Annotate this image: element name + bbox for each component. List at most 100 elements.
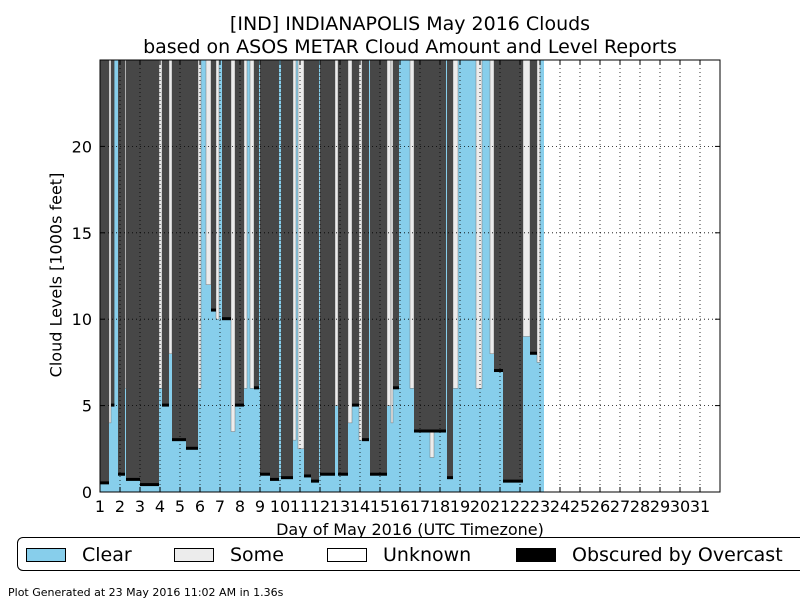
x-tick-label-15: 15 — [370, 497, 390, 516]
overcast-segment-12 — [254, 60, 259, 389]
overcast-segment-27 — [494, 60, 503, 372]
overcast-segment-5 — [140, 60, 159, 486]
x-tick-label-21: 21 — [490, 497, 510, 516]
y-tick-label-10: 10 — [72, 310, 92, 329]
x-tick-label-25: 25 — [570, 497, 590, 516]
obscured-edge-29 — [530, 351, 537, 355]
some-segment-15 — [358, 59, 363, 441]
chart-title: [IND] INDIANAPOLIS May 2016 Clouds — [229, 13, 591, 35]
obscured-edge-1 — [100, 481, 109, 485]
overcast-segment-6 — [162, 60, 169, 406]
x-tick-label-17: 17 — [410, 497, 430, 516]
overcast-segment-13 — [260, 60, 270, 475]
obscured-edge-26 — [447, 476, 453, 480]
x-tick-label-8: 8 — [235, 497, 245, 516]
obscured-edge-16 — [304, 474, 311, 478]
some-segment-1 — [108, 59, 112, 424]
obscured-edge-18 — [320, 472, 335, 476]
x-tick-label-5: 5 — [175, 497, 185, 516]
some-segment-23 — [522, 59, 531, 337]
obscured-edge-2 — [111, 403, 115, 407]
legend-swatch-some — [174, 548, 214, 562]
x-tick-label-12: 12 — [310, 497, 330, 516]
overcast-segment-16 — [304, 60, 311, 477]
overcast-segment-11 — [235, 60, 244, 406]
some-segment-10 — [249, 59, 255, 389]
obscured-edge-17 — [311, 479, 319, 483]
x-tick-label-27: 27 — [610, 497, 630, 516]
some-segment-22 — [489, 59, 495, 355]
overcast-segment-28 — [503, 60, 523, 482]
some-segment-2 — [124, 59, 127, 389]
x-tick-label-10: 10 — [270, 497, 290, 516]
overcast-segment-23 — [393, 60, 399, 389]
obscured-edge-19 — [338, 472, 348, 476]
legend-swatch-clear — [26, 548, 66, 562]
some-segment-24 — [536, 59, 541, 363]
overcast-segment-9 — [211, 60, 216, 311]
some-segment-17 — [390, 59, 394, 424]
obscured-edge-14 — [270, 477, 279, 481]
some-segment-9 — [243, 59, 248, 389]
x-tick-label-29: 29 — [650, 497, 670, 516]
some-segment-8 — [230, 59, 236, 432]
x-tick-label-24: 24 — [550, 497, 570, 516]
obscured-edge-20 — [352, 403, 359, 407]
chart-legend: Clear Some Unknown Obscured by Overcast — [17, 537, 800, 571]
x-tick-label-1: 1 — [95, 497, 105, 516]
obscured-edge-9 — [211, 308, 216, 312]
x-tick-label-16: 16 — [390, 497, 410, 516]
overcast-segment-19 — [338, 60, 348, 475]
x-tick-label-6: 6 — [195, 497, 205, 516]
x-tick-label-26: 26 — [590, 497, 610, 516]
legend-item-clear: Clear — [26, 544, 132, 566]
legend-item-some: Some — [174, 544, 284, 566]
x-tick-label-30: 30 — [670, 497, 690, 516]
plot-generated-note: Plot Generated at 23 May 2016 11:02 AM i… — [8, 586, 284, 599]
obscured-edge-4 — [126, 477, 140, 481]
legend-swatch-obscured — [516, 548, 556, 562]
x-tick-label-22: 22 — [510, 497, 530, 516]
obscured-edge-21 — [362, 438, 369, 442]
overcast-segment-22 — [370, 60, 387, 475]
overcast-segment-17 — [311, 60, 319, 482]
x-axis-label: Day of May 2016 (UTC Timezone) — [276, 520, 544, 539]
some-segment-11 — [292, 59, 297, 441]
overcast-segment-8 — [186, 60, 198, 449]
x-tick-label-7: 7 — [215, 497, 225, 516]
some-segment-20 — [452, 59, 459, 389]
y-tick-label-0: 0 — [82, 483, 92, 502]
overcast-segment-24 — [414, 60, 426, 432]
overcast-segment-14 — [270, 60, 279, 480]
legend-label-some: Some — [230, 544, 284, 566]
x-tick-label-19: 19 — [450, 497, 470, 516]
y-tick-label-20: 20 — [72, 137, 92, 156]
x-tick-label-20: 20 — [470, 497, 490, 516]
some-segment-14 — [347, 59, 353, 424]
x-tick-label-28: 28 — [630, 497, 650, 516]
some-segment-6 — [205, 59, 212, 285]
overcast-segment-25 — [426, 60, 446, 432]
some-segment-4 — [168, 59, 173, 355]
obscured-edge-3 — [118, 472, 125, 476]
overcast-segment-21 — [362, 60, 369, 441]
obscured-edge-24 — [414, 429, 426, 433]
some-segment-7 — [215, 59, 220, 320]
obscured-edge-11 — [235, 403, 244, 407]
legend-label-unknown: Unknown — [383, 544, 472, 566]
x-tick-label-23: 23 — [530, 497, 550, 516]
x-tick-label-2: 2 — [115, 497, 125, 516]
x-tick-label-9: 9 — [255, 497, 265, 516]
x-tick-label-31: 31 — [690, 497, 710, 516]
legend-label-clear: Clear — [82, 544, 132, 566]
x-tick-label-4: 4 — [155, 497, 165, 516]
some-segment-18 — [409, 59, 415, 389]
overcast-segment-3 — [118, 60, 125, 475]
obscured-edge-13 — [260, 472, 270, 476]
legend-swatch-unknown — [327, 548, 367, 562]
overcast-segment-15 — [281, 60, 293, 479]
obscured-edge-5 — [140, 483, 159, 487]
legend-item-unknown: Unknown — [327, 544, 472, 566]
legend-item-obscured: Obscured by Overcast — [516, 544, 783, 566]
obscured-edge-12 — [254, 386, 259, 390]
